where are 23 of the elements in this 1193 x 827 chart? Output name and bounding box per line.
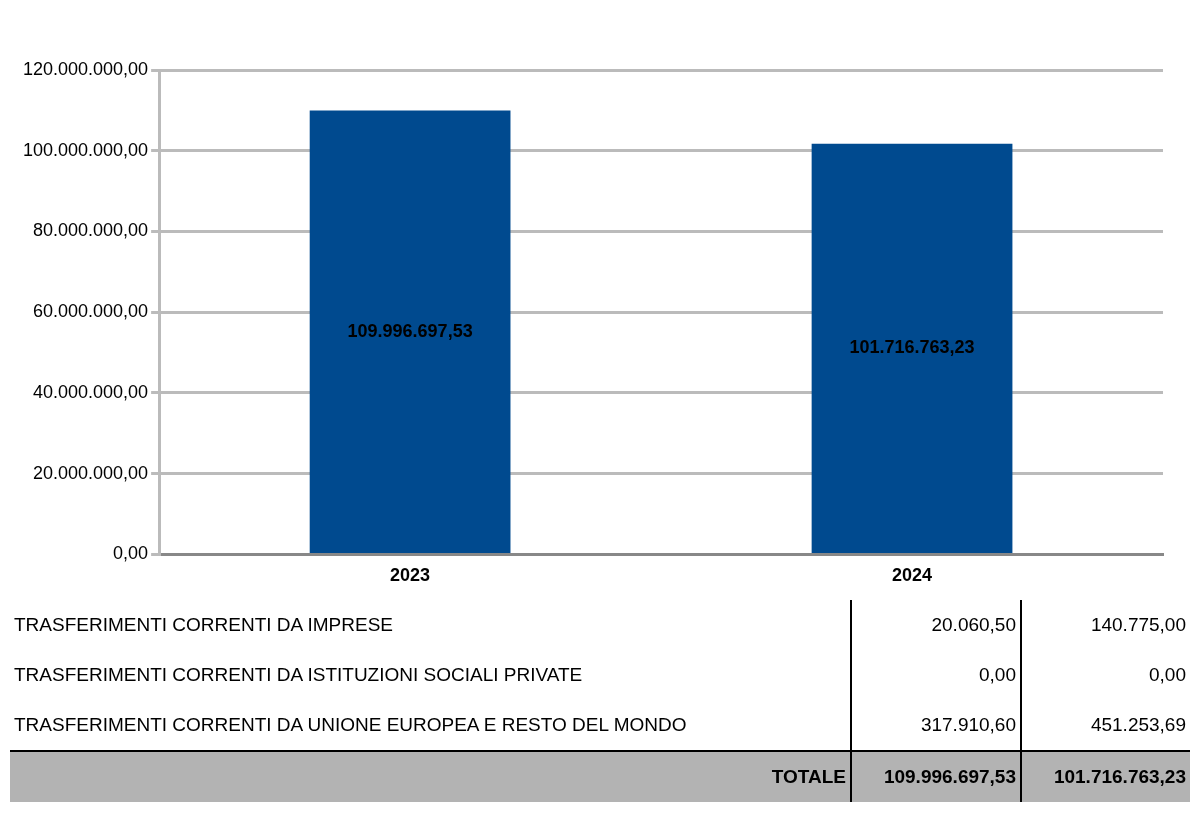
x-tick-label: 2024 [892, 565, 933, 586]
text: TRASFERIMENTI CORRENTI DA UNIONE EUROPEA E RESTO DEL MONDO [13, 713, 688, 737]
y-tick-label: 60.000.000,00 [33, 301, 149, 322]
data-label: 109.996.697,53 [347, 320, 473, 341]
text: 0,00 [1021, 650, 1190, 700]
text: 109.996.697,53 [851, 751, 1021, 802]
y-tick-label: 100.000.000,00 [23, 139, 149, 160]
y-tick-label: 80.000.000,00 [33, 220, 149, 241]
y-tick-label: 20.000.000,00 [33, 462, 149, 483]
text: 20.060,50 [851, 600, 1021, 650]
x-tick-label: 2023 [390, 565, 431, 586]
y-tick-label: 0,00 [113, 543, 149, 564]
text: 0,00 [851, 650, 1021, 700]
text: TRASFERIMENTI CORRENTI DA ISTITUZIONI SOCIALI PRIVATE [13, 663, 584, 687]
data-label: 101.716.763,23 [849, 337, 975, 358]
text: TOTALE [10, 751, 851, 802]
text: 140.775,00 [1021, 600, 1190, 650]
text: 451.253,69 [1021, 700, 1190, 751]
text: 317.910,60 [851, 700, 1021, 751]
y-tick-label: 40.000.000,00 [33, 381, 149, 402]
text: TRASFERIMENTI CORRENTI DA IMPRESE [13, 613, 394, 637]
y-tick-label: 120.000.000,00 [23, 58, 149, 79]
text: 101.716.763,23 [1021, 751, 1190, 802]
